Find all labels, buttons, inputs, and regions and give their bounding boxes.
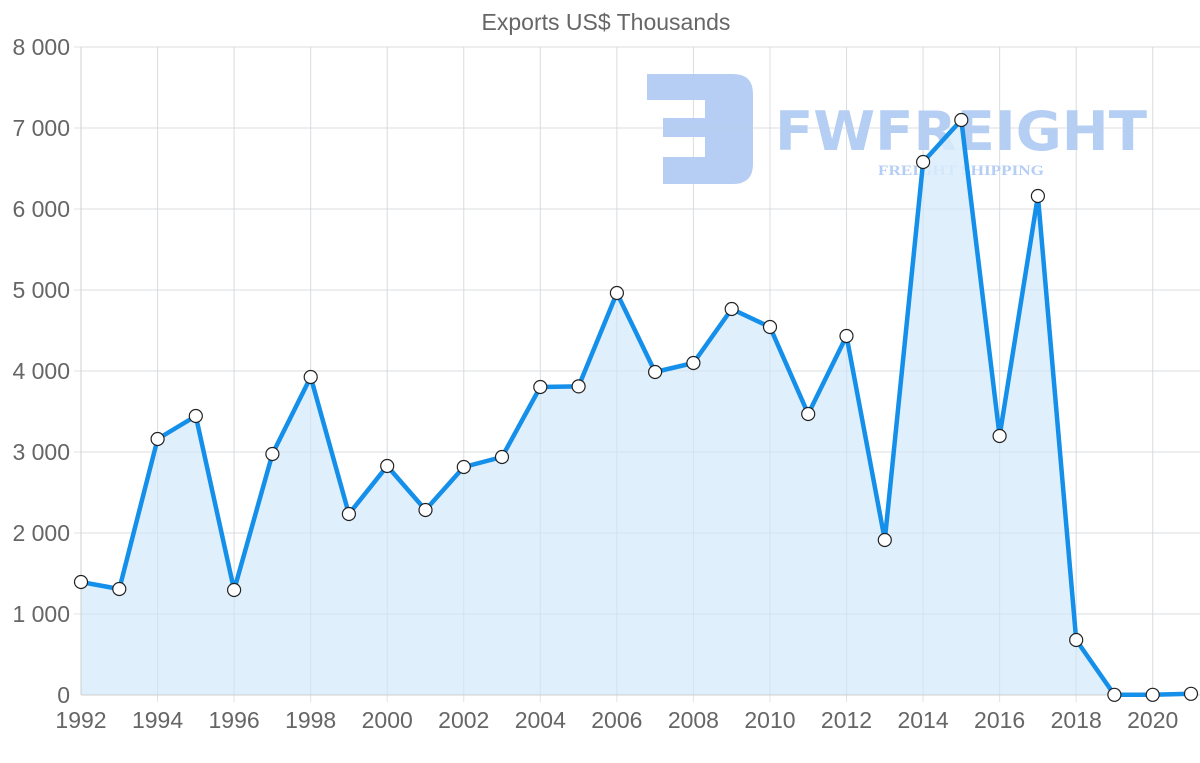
y-tick-label: 2 000 [12, 520, 70, 546]
data-point[interactable] [686, 355, 701, 371]
y-tick-label: 3 000 [12, 439, 70, 465]
data-point[interactable] [1069, 632, 1084, 648]
x-tick-label: 1992 [55, 707, 106, 733]
chart-title: Exports US$ Thousands [482, 9, 731, 35]
data-point[interactable] [265, 446, 280, 462]
data-point[interactable] [150, 431, 165, 447]
x-axis-ticks: 1992 1994 1996 1998 2000 2002 2004 2006 2008 2010… [55, 707, 1178, 733]
x-tick-label: 2002 [438, 707, 489, 733]
data-point[interactable] [1107, 687, 1122, 702]
x-tick-label: 2020 [1127, 707, 1178, 733]
data-point[interactable] [571, 379, 586, 394]
x-tick-label: 1998 [285, 707, 336, 733]
x-tick-label: 2014 [897, 707, 948, 733]
data-point[interactable] [647, 364, 663, 380]
x-tick-label: 1996 [209, 707, 260, 733]
data-point[interactable] [1030, 188, 1046, 204]
data-point[interactable] [609, 285, 625, 301]
fwfreight-logo-icon [647, 74, 753, 184]
series-line [80, 117, 1192, 698]
x-tick-label: 2000 [362, 707, 413, 733]
data-point[interactable] [954, 112, 969, 128]
y-tick-label: 0 [57, 682, 70, 708]
x-tick-label: 2008 [668, 707, 719, 733]
data-points [73, 112, 1199, 702]
data-point[interactable] [915, 154, 931, 170]
data-point[interactable] [839, 328, 854, 344]
data-point[interactable] [801, 406, 816, 422]
data-point[interactable] [73, 574, 89, 590]
data-point[interactable] [494, 449, 510, 465]
x-tick-label: 2004 [515, 707, 566, 733]
data-point[interactable] [877, 532, 892, 548]
y-tick-label: 8 000 [12, 34, 70, 60]
data-point[interactable] [227, 582, 242, 598]
data-point[interactable] [1145, 687, 1160, 702]
data-point[interactable] [533, 379, 548, 395]
data-point[interactable] [112, 581, 127, 597]
data-point[interactable] [762, 319, 778, 335]
x-tick-label: 2006 [591, 707, 642, 733]
x-tick-label: 2016 [974, 707, 1025, 733]
y-tick-label: 7 000 [12, 115, 70, 141]
data-point[interactable] [992, 428, 1007, 444]
data-point[interactable] [380, 458, 395, 474]
fwfreight-watermark: FWFREIGHT FREIGHT SHIPPING [647, 74, 1147, 184]
data-point[interactable] [456, 459, 471, 475]
x-tick-label: 2018 [1051, 707, 1102, 733]
area-fill [81, 120, 1191, 695]
data-point[interactable] [341, 506, 356, 522]
x-tick-label: 2010 [744, 707, 795, 733]
data-point[interactable] [418, 502, 433, 518]
data-point[interactable] [188, 408, 203, 424]
y-tick-label: 1 000 [12, 601, 70, 627]
y-axis-ticks: 0 1 000 2 000 3 000 4 000 5 000 6 000 7 000 8 00… [12, 34, 70, 708]
x-tick-label: 2012 [821, 707, 872, 733]
data-point[interactable] [1183, 686, 1199, 701]
data-point[interactable] [303, 369, 318, 385]
data-point[interactable] [724, 301, 739, 317]
y-tick-label: 6 000 [12, 196, 70, 222]
y-tick-label: 4 000 [12, 358, 70, 384]
x-tick-label: 1994 [132, 707, 183, 733]
y-tick-label: 5 000 [12, 277, 70, 303]
